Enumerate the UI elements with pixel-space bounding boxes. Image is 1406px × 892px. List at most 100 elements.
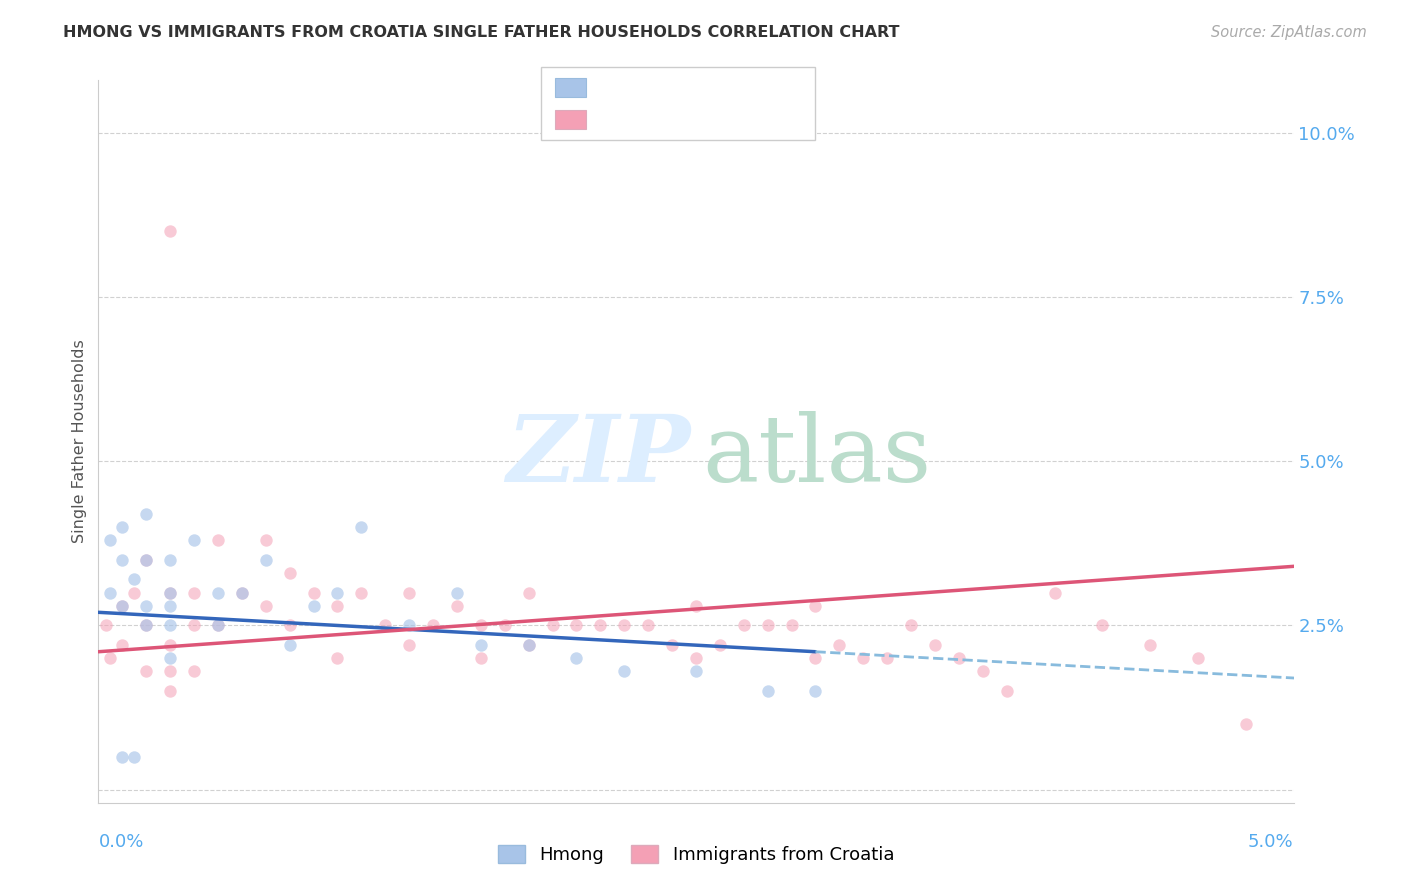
- Point: [159, 618, 181, 632]
- Point: [398, 638, 420, 652]
- Point: [159, 651, 181, 665]
- Point: [470, 638, 492, 652]
- Point: [350, 585, 373, 599]
- Point: [517, 638, 540, 652]
- Point: [111, 520, 134, 534]
- Text: HMONG VS IMMIGRANTS FROM CROATIA SINGLE FATHER HOUSEHOLDS CORRELATION CHART: HMONG VS IMMIGRANTS FROM CROATIA SINGLE …: [63, 25, 900, 40]
- Point: [350, 520, 373, 534]
- Text: 64: 64: [728, 110, 751, 128]
- Point: [780, 618, 803, 632]
- Point: [183, 585, 205, 599]
- Point: [302, 585, 325, 599]
- Point: [494, 618, 516, 632]
- Point: [470, 651, 492, 665]
- Point: [804, 684, 827, 698]
- Point: [1139, 638, 1161, 652]
- Point: [685, 599, 707, 613]
- Point: [1091, 618, 1114, 632]
- Point: [98, 533, 122, 547]
- Point: [183, 618, 205, 632]
- Point: [135, 618, 157, 632]
- Point: [565, 651, 588, 665]
- Point: [828, 638, 851, 652]
- Point: [159, 599, 181, 613]
- Point: [637, 618, 659, 632]
- Point: [135, 599, 157, 613]
- Point: [231, 585, 253, 599]
- Point: [326, 599, 349, 613]
- Point: [159, 585, 181, 599]
- Point: [446, 599, 468, 613]
- Point: [159, 553, 181, 567]
- Point: [159, 665, 181, 679]
- Point: [1187, 651, 1209, 665]
- Legend: Hmong, Immigrants from Croatia: Hmong, Immigrants from Croatia: [491, 838, 901, 871]
- Point: [565, 618, 588, 632]
- Point: [159, 224, 181, 238]
- Point: [900, 618, 922, 632]
- Point: [124, 573, 146, 587]
- Point: [972, 665, 994, 679]
- Point: [709, 638, 731, 652]
- Point: [995, 684, 1018, 698]
- Point: [98, 651, 122, 665]
- Text: -0.122: -0.122: [633, 78, 690, 95]
- Point: [254, 533, 277, 547]
- Point: [924, 638, 946, 652]
- Point: [613, 665, 636, 679]
- Text: 5.0%: 5.0%: [1249, 833, 1294, 851]
- Point: [517, 585, 540, 599]
- Point: [278, 618, 301, 632]
- Point: [804, 599, 827, 613]
- Point: [207, 618, 229, 632]
- Text: 36: 36: [728, 78, 751, 95]
- Point: [183, 665, 205, 679]
- Text: atlas: atlas: [702, 411, 931, 501]
- Point: [948, 651, 970, 665]
- Point: [613, 618, 636, 632]
- Point: [135, 553, 157, 567]
- Point: [852, 651, 875, 665]
- Point: [756, 618, 779, 632]
- Point: [374, 618, 396, 632]
- Point: [422, 618, 444, 632]
- Point: [278, 566, 301, 580]
- Point: [94, 618, 117, 632]
- Point: [159, 585, 181, 599]
- Point: [159, 684, 181, 698]
- Point: [207, 585, 229, 599]
- Point: [135, 665, 157, 679]
- Point: [589, 618, 612, 632]
- Text: ZIP: ZIP: [506, 411, 690, 501]
- Point: [135, 618, 157, 632]
- Point: [326, 585, 349, 599]
- Point: [207, 618, 229, 632]
- Point: [254, 553, 277, 567]
- Point: [302, 599, 325, 613]
- Point: [470, 618, 492, 632]
- Point: [326, 651, 349, 665]
- Point: [111, 553, 134, 567]
- Point: [541, 618, 564, 632]
- Point: [517, 638, 540, 652]
- Point: [398, 585, 420, 599]
- Point: [207, 533, 229, 547]
- Y-axis label: Single Father Households: Single Father Households: [72, 340, 87, 543]
- Point: [111, 599, 134, 613]
- Point: [1043, 585, 1066, 599]
- Point: [124, 585, 146, 599]
- Text: 0.0%: 0.0%: [98, 833, 143, 851]
- Point: [446, 585, 468, 599]
- Text: N =: N =: [693, 78, 733, 95]
- Point: [804, 651, 827, 665]
- Point: [159, 638, 181, 652]
- Text: R =: R =: [598, 110, 643, 128]
- Text: 0.133: 0.133: [633, 110, 685, 128]
- Point: [398, 618, 420, 632]
- Point: [685, 651, 707, 665]
- Point: [685, 665, 707, 679]
- Point: [1234, 717, 1257, 731]
- Point: [876, 651, 898, 665]
- Point: [756, 684, 779, 698]
- Text: N =: N =: [693, 110, 733, 128]
